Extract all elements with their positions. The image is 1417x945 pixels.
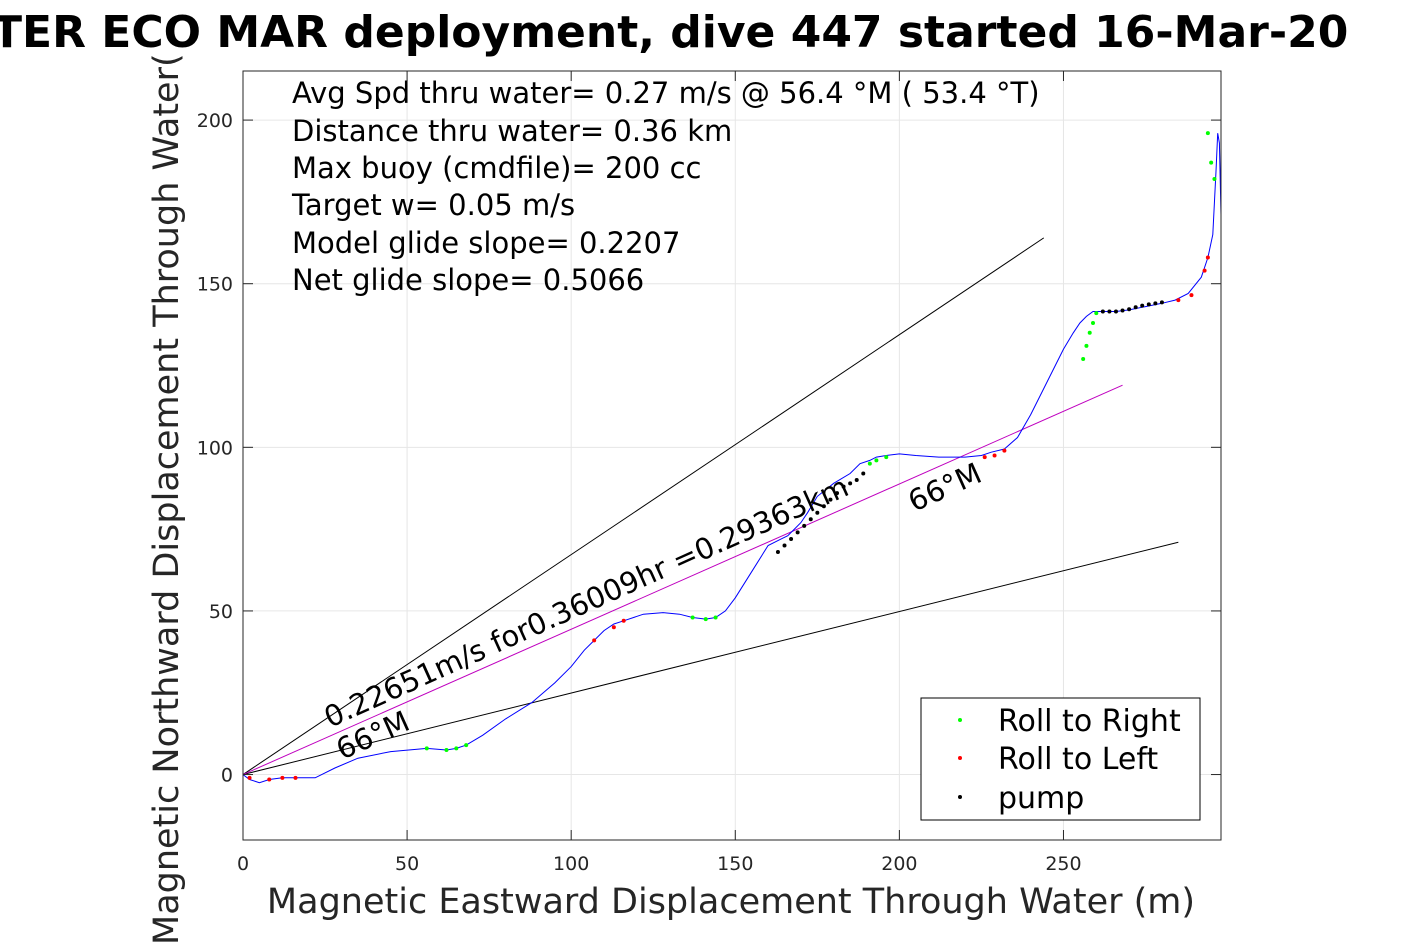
chart-title: TER ECO MAR deployment, dive 447 started… — [0, 7, 1348, 58]
y-tick-label: 200 — [197, 110, 233, 132]
marker-pump — [821, 504, 826, 509]
stat-distance: Distance thru water= 0.36 km — [292, 114, 732, 148]
marker-roll-right — [424, 746, 429, 751]
y-axis-label: Magnetic Northward Displacement Through … — [147, 53, 187, 945]
marker-pump — [1100, 309, 1105, 314]
marker-pump — [802, 523, 807, 528]
stat-target-w: Target w= 0.05 m/s — [291, 188, 575, 222]
marker-roll-right — [713, 615, 718, 620]
marker-roll-left — [1002, 448, 1007, 453]
marker-roll-left — [1202, 268, 1207, 273]
legend-box — [920, 697, 1201, 821]
marker-pump — [1107, 309, 1112, 314]
marker-roll-right — [1081, 356, 1086, 361]
marker-roll-left — [267, 777, 272, 782]
marker-pump — [775, 550, 780, 555]
marker-roll-right — [884, 455, 889, 460]
x-tick-label: 100 — [553, 853, 589, 875]
marker-pump — [1159, 300, 1164, 305]
x-tick-label: 250 — [1045, 853, 1081, 875]
track-markers — [247, 131, 1217, 782]
marker-roll-left — [247, 775, 252, 780]
marker-roll-right — [1209, 160, 1214, 165]
marker-roll-right — [464, 743, 469, 748]
marker-roll-right — [703, 617, 708, 622]
reference-lines — [242, 237, 1179, 776]
legend: Roll to Right Roll to Left pump — [920, 697, 1201, 821]
marker-roll-right — [1205, 131, 1210, 136]
glider-track — [242, 133, 1222, 784]
marker-pump — [828, 497, 833, 502]
track-line — [242, 133, 1222, 784]
marker-roll-left — [592, 638, 597, 643]
stats-block: Avg Spd thru water= 0.27 m/s @ 56.4 °M (… — [291, 76, 1040, 297]
reference-line-heading-66M — [242, 384, 1123, 776]
legend-label-roll-left: Roll to Left — [998, 742, 1158, 777]
marker-pump — [835, 491, 840, 496]
legend-label-roll-right: Roll to Right — [998, 704, 1181, 739]
marker-roll-left — [982, 455, 987, 460]
marker-roll-left — [621, 618, 626, 623]
y-tick-label: 50 — [209, 601, 233, 623]
marker-roll-right — [690, 615, 695, 620]
marker-roll-right — [874, 458, 879, 463]
plot-frame — [242, 70, 1222, 841]
marker-pump — [808, 517, 813, 522]
marker-pump — [1127, 307, 1132, 312]
marker-roll-left — [1189, 293, 1194, 298]
marker-roll-left — [280, 775, 285, 780]
marker-roll-right — [1084, 343, 1089, 348]
marker-pump — [795, 530, 800, 535]
marker-roll-right — [1212, 176, 1217, 181]
marker-pump — [815, 510, 820, 515]
marker-pump — [848, 481, 853, 486]
y-tick-label: 150 — [197, 274, 233, 296]
y-tick-label: 0 — [221, 765, 233, 787]
marker-pump — [782, 543, 787, 548]
marker-roll-left — [992, 453, 997, 458]
x-tick-label: 150 — [717, 853, 753, 875]
marker-pump — [1140, 303, 1145, 308]
reference-line-lower-bound — [242, 541, 1179, 776]
marker-roll-right — [867, 461, 872, 466]
y-tick-label: 100 — [197, 437, 233, 459]
marker-pump — [861, 471, 866, 476]
marker-pump — [1113, 309, 1118, 314]
marker-pump — [1133, 305, 1138, 310]
x-tick-label: 0 — [237, 853, 249, 875]
marker-pump — [789, 536, 794, 541]
x-tick-label: 50 — [395, 853, 419, 875]
legend-label-pump: pump — [998, 781, 1084, 816]
marker-roll-right — [454, 746, 459, 751]
marker-roll-left — [293, 775, 298, 780]
marker-roll-right — [1091, 320, 1096, 325]
marker-pump — [1146, 302, 1151, 307]
x-axis-label: Magnetic Eastward Displacement Through W… — [267, 882, 1195, 922]
legend-marker-roll-left — [958, 756, 962, 760]
ticks: 0 50 100 150 200 250 0 50 100 150 200 — [197, 71, 1221, 875]
stat-max-buoy: Max buoy (cmdfile)= 200 cc — [292, 151, 701, 185]
marker-pump — [1120, 308, 1125, 313]
legend-marker-roll-right — [958, 718, 962, 722]
marker-pump — [854, 478, 859, 483]
marker-pump — [841, 484, 846, 489]
marker-roll-left — [1176, 298, 1181, 303]
marker-roll-right — [1094, 311, 1099, 316]
marker-roll-left — [611, 625, 616, 630]
x-tick-label: 200 — [881, 853, 917, 875]
reference-line-upper-bound — [242, 237, 1045, 775]
stat-avg-speed: Avg Spd thru water= 0.27 m/s @ 56.4 °M (… — [292, 76, 1040, 110]
marker-roll-right — [1087, 330, 1092, 335]
marker-roll-left — [1205, 255, 1210, 260]
stat-net-glide: Net glide slope= 0.5066 — [292, 263, 644, 297]
marker-roll-right — [444, 748, 449, 753]
stat-model-glide: Model glide slope= 0.2207 — [292, 226, 680, 260]
legend-marker-pump — [958, 795, 962, 799]
grid — [242, 71, 1221, 840]
marker-pump — [1153, 301, 1158, 306]
